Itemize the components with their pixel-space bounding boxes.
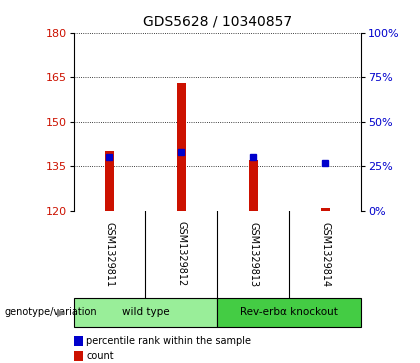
Bar <box>321 208 330 211</box>
Text: GSM1329813: GSM1329813 <box>248 221 258 287</box>
Bar <box>218 298 361 327</box>
Text: GSM1329812: GSM1329812 <box>176 221 186 287</box>
Text: Rev-erbα knockout: Rev-erbα knockout <box>240 307 338 317</box>
Text: GSM1329814: GSM1329814 <box>320 221 330 287</box>
Text: wild type: wild type <box>122 307 169 317</box>
Text: percentile rank within the sample: percentile rank within the sample <box>86 336 251 346</box>
Text: genotype/variation: genotype/variation <box>4 307 97 317</box>
Bar <box>105 151 114 211</box>
Title: GDS5628 / 10340857: GDS5628 / 10340857 <box>143 15 292 29</box>
Bar <box>74 298 218 327</box>
Bar <box>177 83 186 211</box>
Text: ▶: ▶ <box>57 307 65 317</box>
Text: count: count <box>86 351 114 361</box>
Text: GSM1329811: GSM1329811 <box>105 221 115 287</box>
Bar <box>249 160 257 211</box>
